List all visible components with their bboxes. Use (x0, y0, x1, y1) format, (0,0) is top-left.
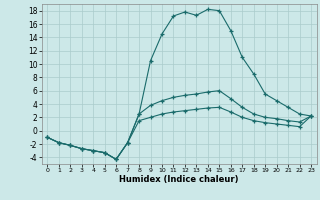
X-axis label: Humidex (Indice chaleur): Humidex (Indice chaleur) (119, 175, 239, 184)
